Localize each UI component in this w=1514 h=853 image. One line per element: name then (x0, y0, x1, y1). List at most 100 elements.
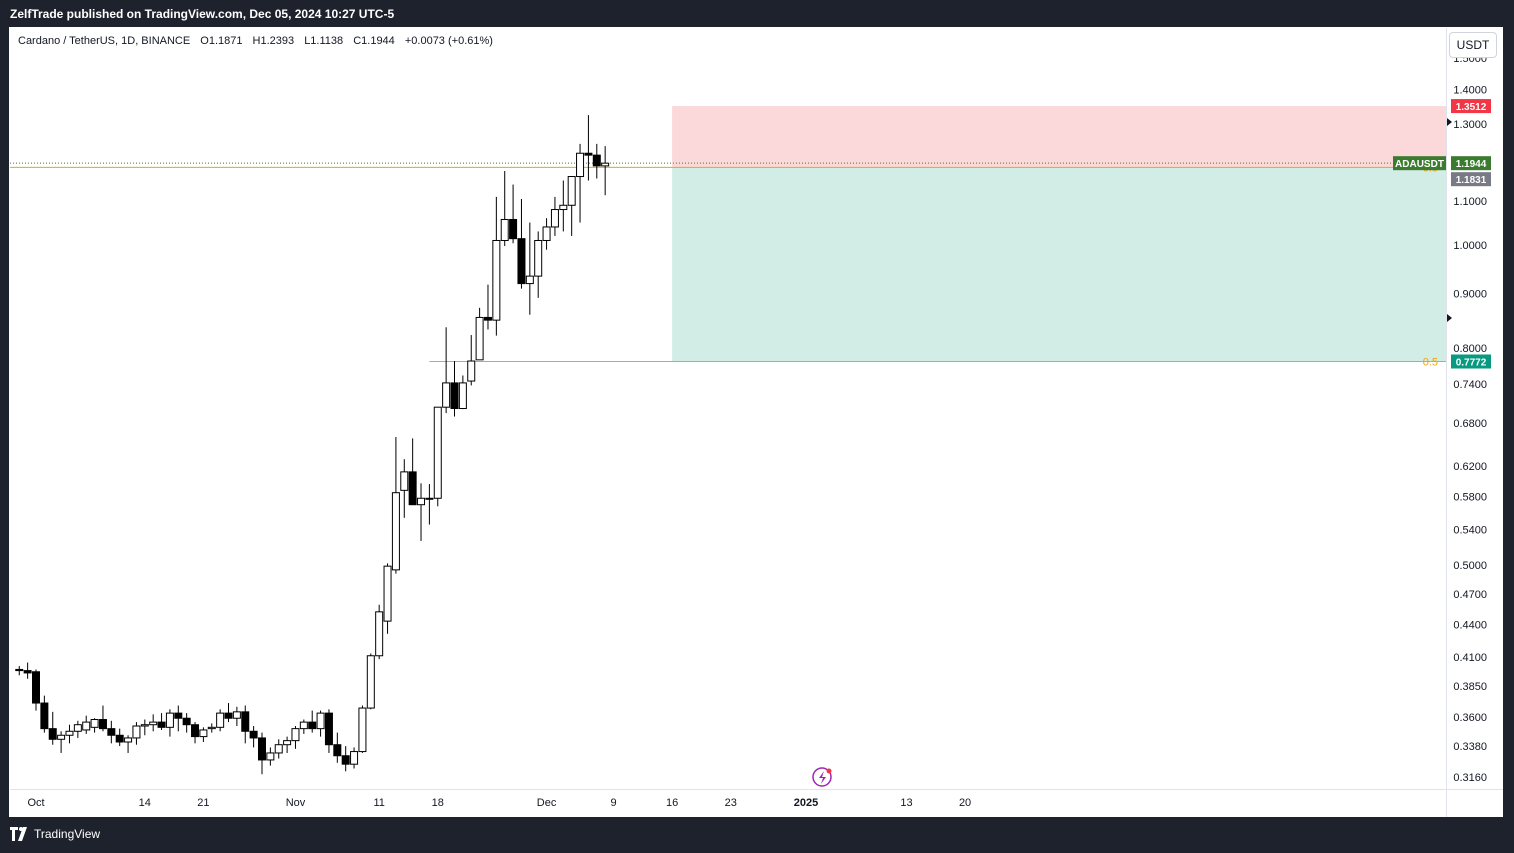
candle-body (400, 471, 409, 491)
candle-body (559, 204, 568, 211)
y-tick-label: 1.3000 (1453, 119, 1487, 131)
candle-body (408, 471, 417, 506)
footer-brand[interactable]: TradingView (10, 827, 100, 841)
candle-body (601, 162, 610, 167)
legend-open: O1.1871 (200, 35, 243, 47)
candle-body (483, 316, 492, 321)
candle-body (500, 218, 509, 241)
candle-body (475, 316, 484, 361)
candle-body (283, 740, 292, 746)
x-tick-label: 23 (725, 797, 737, 809)
candle-body (550, 209, 559, 228)
candle-body (48, 728, 57, 740)
candle-body (417, 497, 426, 506)
fib-level-label: 0.5 (1423, 356, 1438, 368)
y-tick-label: 0.3160 (1453, 772, 1487, 784)
stop-loss-zone (672, 106, 1446, 168)
candle-body (232, 711, 241, 719)
candle-body (115, 734, 124, 743)
x-tick-label: Oct (27, 797, 44, 809)
y-tick-label: 0.4700 (1453, 589, 1487, 601)
y-tick-label: 0.3850 (1453, 681, 1487, 693)
x-tick-label: 2025 (794, 797, 818, 809)
candle-body (316, 712, 325, 730)
candle-body (509, 218, 518, 240)
x-tick-label: 21 (197, 797, 209, 809)
currency-button[interactable]: USDT (1449, 32, 1497, 58)
x-tick-label: 16 (666, 797, 678, 809)
candle-body (458, 382, 467, 409)
legend-symbol[interactable]: Cardano / TetherUS, 1D, BINANCE (18, 35, 191, 47)
candle-body (299, 721, 308, 730)
candle-body (291, 728, 300, 742)
candle-body (182, 717, 191, 726)
candle-body (90, 719, 99, 728)
candle-body (57, 734, 66, 740)
y-tick-label: 0.3380 (1453, 741, 1487, 753)
candle-body (98, 719, 107, 730)
candle-body (584, 152, 593, 156)
candle-body (391, 492, 400, 571)
y-tick-label: 0.3600 (1453, 712, 1487, 724)
candle-body (241, 711, 250, 732)
take-profit-zone (672, 167, 1446, 362)
x-tick-label: 9 (610, 797, 616, 809)
tradingview-logo-icon (10, 827, 27, 841)
candle-body (32, 671, 40, 704)
candle-body (592, 154, 601, 167)
price-tag-label: 1.1944 (1456, 159, 1487, 170)
candle-body (492, 239, 501, 321)
candle-body (73, 724, 82, 732)
candle-body (257, 737, 266, 761)
price-tag-label: 0.7772 (1456, 357, 1487, 368)
price-tag (1451, 354, 1491, 369)
candle-body (350, 751, 359, 765)
candle-body (82, 721, 91, 731)
candle-body (174, 712, 183, 719)
price-tag (1451, 156, 1491, 171)
candle-body (199, 729, 208, 738)
footer-brand-text: TradingView (34, 827, 101, 841)
candle-body (40, 702, 49, 730)
y-tick-label: 0.5400 (1453, 525, 1487, 537)
candle-body (124, 737, 133, 743)
candle-body (249, 730, 258, 739)
candle-body (467, 360, 476, 382)
x-tick-label: 11 (373, 797, 384, 809)
candle-body (308, 721, 317, 730)
legend-high: H1.2393 (252, 35, 295, 47)
candle-body (107, 728, 116, 736)
y-tick-label: 0.6800 (1453, 418, 1487, 430)
y-tick-label: 0.9000 (1453, 289, 1487, 301)
x-tick-label: 13 (900, 797, 912, 809)
symbol-tag-label: ADAUSDT (1395, 159, 1444, 170)
candle-body (366, 655, 375, 709)
candle-body (191, 724, 200, 738)
legend-close: C1.1944 (353, 35, 395, 47)
candle-body (433, 406, 442, 499)
candle-body (425, 497, 434, 500)
y-tick-label: 0.7400 (1453, 379, 1487, 391)
candle-body (383, 565, 392, 622)
price-tag-label: 1.3512 (1456, 102, 1487, 113)
candle-body (567, 176, 576, 206)
y-tick-label: 0.5000 (1453, 560, 1487, 572)
y-tick-label: 1.0000 (1453, 240, 1487, 252)
x-tick-label: Nov (286, 797, 306, 809)
legend-change: +0.0073 (+0.61%) (404, 35, 493, 47)
y-tick-label: 0.5800 (1453, 492, 1487, 504)
candle-body (341, 755, 350, 765)
candle-body (140, 724, 149, 727)
candle-body (542, 226, 551, 241)
x-tick-label: 14 (139, 797, 151, 809)
candle-body (224, 712, 233, 719)
candle-body (15, 668, 24, 672)
publisher-header: ZelfTrade published on TradingView.com, … (10, 7, 395, 21)
candle-body (165, 712, 174, 728)
scroll-marker-icon (1447, 314, 1452, 322)
candle-body (525, 275, 534, 285)
candle-body (132, 725, 141, 739)
candle-body (450, 382, 459, 409)
candle-body (157, 721, 166, 728)
